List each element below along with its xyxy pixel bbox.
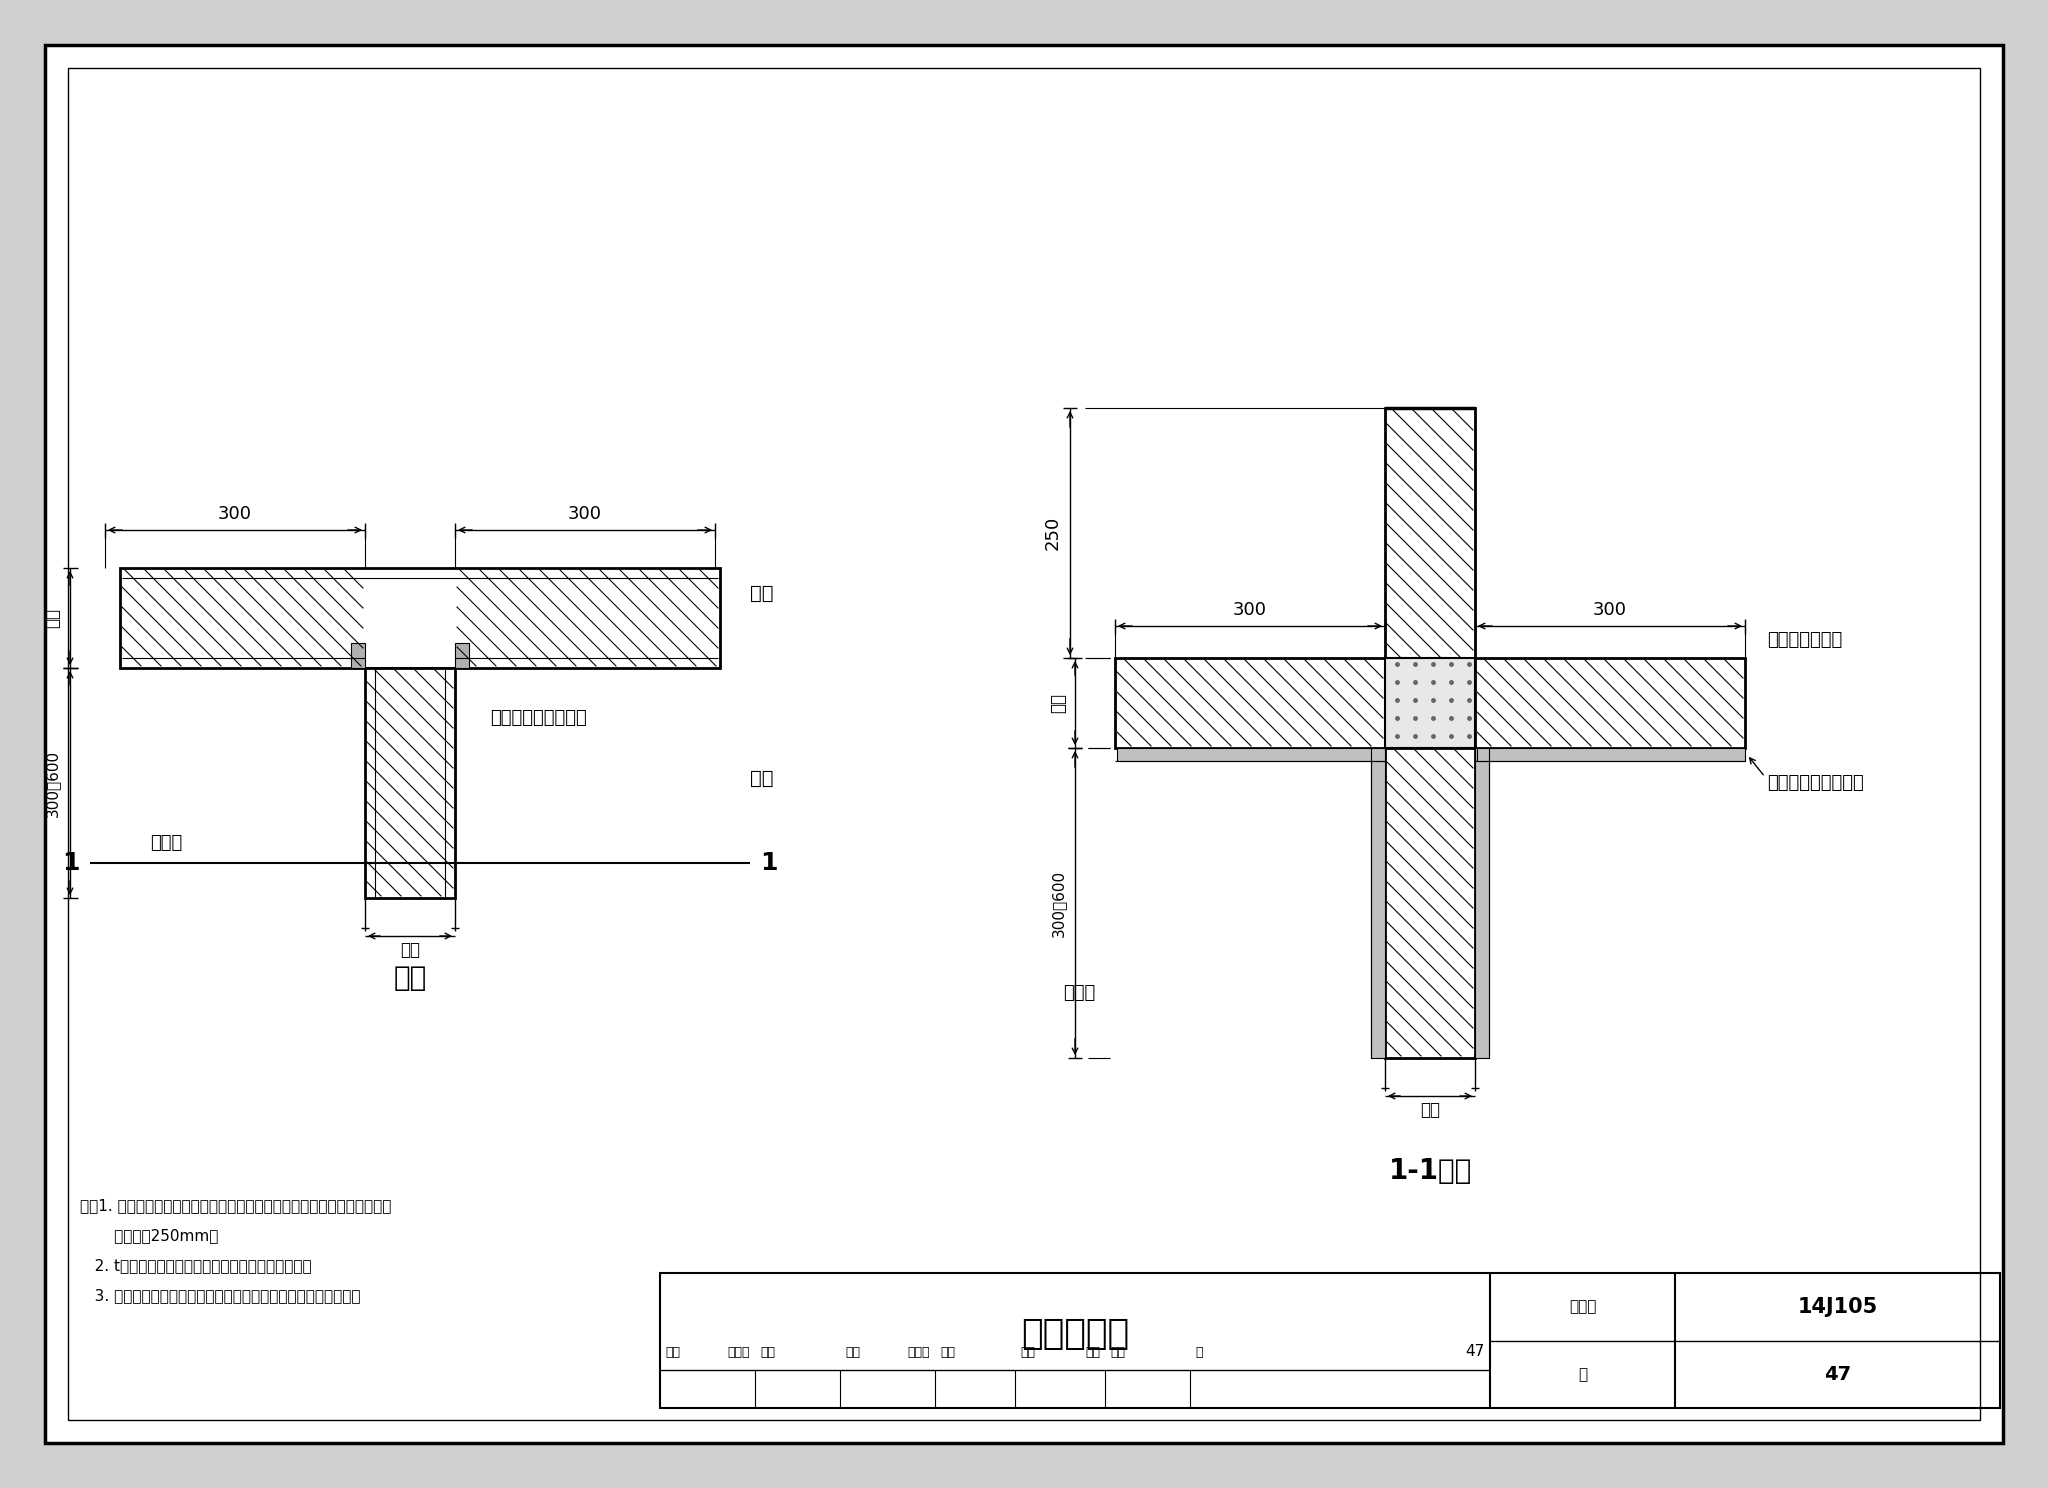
Text: 加三: 加三 xyxy=(940,1345,954,1359)
Bar xyxy=(350,643,365,668)
Text: 300～600: 300～600 xyxy=(1051,869,1065,936)
Bar xyxy=(1116,748,1384,760)
Text: 47: 47 xyxy=(1466,1345,1485,1360)
Text: 校对: 校对 xyxy=(846,1345,860,1359)
Text: 墙厚: 墙厚 xyxy=(43,609,61,628)
Text: 300: 300 xyxy=(1233,601,1268,619)
Text: 涂料上翻250mm。: 涂料上翻250mm。 xyxy=(80,1228,219,1242)
Text: 室内: 室内 xyxy=(750,768,774,787)
Text: 300: 300 xyxy=(1593,601,1626,619)
Bar xyxy=(365,668,455,897)
Text: 墙厚: 墙厚 xyxy=(399,940,420,958)
Text: 1: 1 xyxy=(760,851,778,875)
Text: 钱洁: 钱洁 xyxy=(1085,1345,1100,1359)
Text: 页: 页 xyxy=(1194,1345,1202,1359)
Text: 分户墙: 分户墙 xyxy=(150,833,182,853)
Bar xyxy=(1114,658,1384,748)
Text: 设计: 设计 xyxy=(1020,1345,1034,1359)
Text: 平面: 平面 xyxy=(393,964,426,992)
Text: 300: 300 xyxy=(567,504,602,522)
Text: 审核: 审核 xyxy=(666,1345,680,1359)
Text: 温桃: 温桃 xyxy=(760,1345,774,1359)
Bar xyxy=(1477,748,1745,760)
Text: 墙厚: 墙厚 xyxy=(1419,1101,1440,1119)
Text: 室外: 室外 xyxy=(750,583,774,603)
Bar xyxy=(1384,658,1475,748)
Bar xyxy=(1384,748,1475,1058)
Text: 250: 250 xyxy=(1044,516,1063,551)
Bar xyxy=(121,568,721,668)
Bar xyxy=(659,1274,2001,1408)
Text: 2. t为保温层厚度，可参考本图集热工性能表选用。: 2. t为保温层厚度，可参考本图集热工性能表选用。 xyxy=(80,1257,311,1274)
Bar xyxy=(1370,748,1384,1058)
Bar xyxy=(455,643,469,668)
Text: 1: 1 xyxy=(63,851,80,875)
Text: 分户墙: 分户墙 xyxy=(1063,984,1096,1001)
Text: 1-1剖面: 1-1剖面 xyxy=(1389,1158,1473,1184)
Text: 14J105: 14J105 xyxy=(1798,1296,1878,1317)
Text: 300～600: 300～600 xyxy=(45,750,59,817)
Text: 潘嘉凝: 潘嘉凝 xyxy=(727,1345,750,1359)
Text: 注：1. 厨房、卫生间等有防水要求的房间，需做素混凝土上翻，水泥基防水: 注：1. 厨房、卫生间等有防水要求的房间，需做素混凝土上翻，水泥基防水 xyxy=(80,1198,391,1213)
Text: 楼面按工程设计: 楼面按工程设计 xyxy=(1767,631,1843,649)
Bar xyxy=(1475,748,1489,1058)
Text: 3. 热桥处理（保温材料类型、厚度）依具体工程设计要求而定。: 3. 热桥处理（保温材料类型、厚度）依具体工程设计要求而定。 xyxy=(80,1289,360,1303)
Text: 300: 300 xyxy=(217,504,252,522)
Text: 分户墙构造: 分户墙构造 xyxy=(1022,1317,1128,1351)
Bar xyxy=(1384,408,1475,658)
Bar xyxy=(1475,658,1745,748)
Text: 无机保温砂浆保温层: 无机保温砂浆保温层 xyxy=(489,708,586,728)
Text: 页: 页 xyxy=(1577,1367,1587,1382)
Text: 图集号: 图集号 xyxy=(1569,1299,1595,1314)
Text: 钱活: 钱活 xyxy=(1110,1345,1124,1359)
Text: 孙燕心: 孙燕心 xyxy=(907,1345,930,1359)
Text: 无机保温砂浆保温层: 无机保温砂浆保温层 xyxy=(1767,774,1864,792)
Text: 47: 47 xyxy=(1825,1364,1851,1384)
Text: 板厚: 板厚 xyxy=(1049,693,1067,713)
